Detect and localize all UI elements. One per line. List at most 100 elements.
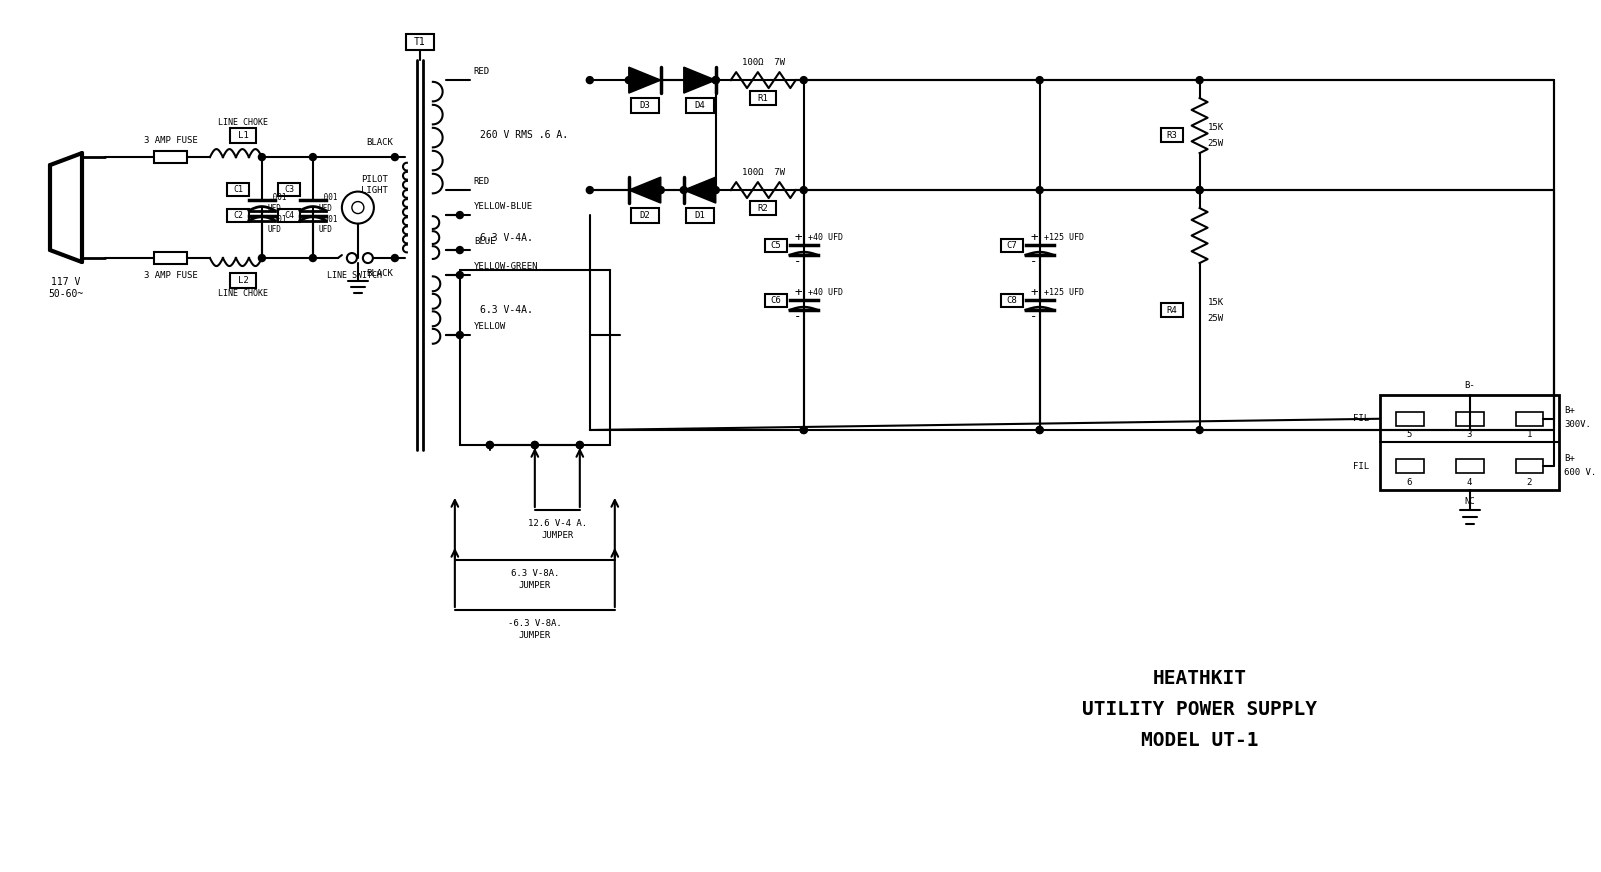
Text: -6.3 V-8A.: -6.3 V-8A.	[508, 619, 562, 629]
Text: +125 UFD: +125 UFD	[1044, 288, 1084, 296]
Text: BLUE: BLUE	[474, 236, 495, 246]
Text: +: +	[794, 285, 802, 298]
Bar	[1161, 303, 1183, 317]
Text: C2: C2	[232, 211, 243, 220]
Bar	[1396, 412, 1423, 426]
Bar	[279, 183, 299, 196]
Bar	[227, 209, 248, 222]
Text: T1: T1	[415, 37, 426, 47]
Circle shape	[576, 441, 583, 448]
Circle shape	[456, 212, 463, 219]
Bar	[1396, 460, 1423, 473]
Circle shape	[456, 331, 463, 338]
Text: 4: 4	[1467, 478, 1473, 487]
Bar	[685, 98, 714, 112]
Text: -: -	[794, 255, 802, 268]
Text: UFD: UFD	[319, 204, 333, 213]
Circle shape	[532, 441, 538, 448]
Circle shape	[800, 426, 807, 433]
Circle shape	[680, 187, 687, 194]
Text: UFD: UFD	[267, 225, 282, 234]
Text: 6.3 V-4A.: 6.3 V-4A.	[480, 305, 533, 315]
Bar	[1001, 239, 1023, 251]
Text: RED: RED	[474, 177, 490, 186]
Circle shape	[800, 426, 807, 433]
Circle shape	[391, 255, 399, 262]
Text: -: -	[794, 310, 802, 323]
Bar	[1001, 294, 1023, 307]
Circle shape	[576, 441, 583, 448]
Text: C7: C7	[1007, 241, 1017, 249]
Text: -: -	[1029, 255, 1037, 268]
Circle shape	[712, 77, 719, 84]
Text: B-: B-	[1465, 380, 1475, 390]
Text: D2: D2	[639, 210, 650, 220]
Text: C5: C5	[770, 241, 781, 249]
Text: YELLOW: YELLOW	[474, 322, 506, 330]
Text: .001: .001	[267, 215, 287, 224]
Bar	[751, 201, 776, 215]
Circle shape	[626, 77, 632, 84]
Circle shape	[712, 77, 719, 84]
Text: UFD: UFD	[267, 204, 282, 213]
Text: JUMPER: JUMPER	[519, 582, 551, 590]
Bar	[227, 183, 248, 196]
Text: D4: D4	[695, 100, 704, 110]
Text: +: +	[794, 230, 802, 243]
Text: +40 UFD: +40 UFD	[809, 288, 842, 296]
Text: UFD: UFD	[319, 225, 333, 234]
Text: 3 AMP FUSE: 3 AMP FUSE	[144, 136, 199, 145]
Text: 5: 5	[1407, 430, 1412, 439]
Bar	[631, 208, 658, 222]
Text: 1: 1	[1527, 430, 1532, 439]
Text: 2: 2	[1527, 478, 1532, 487]
Text: 50-60~: 50-60~	[48, 289, 83, 299]
Text: LINE SWITCH: LINE SWITCH	[327, 270, 383, 280]
Bar	[1455, 412, 1484, 426]
Text: L1: L1	[237, 131, 248, 140]
Text: B+: B+	[1564, 406, 1575, 415]
Text: D3: D3	[639, 100, 650, 110]
Text: JUMPER: JUMPER	[541, 531, 573, 541]
Bar	[1516, 460, 1543, 473]
Text: 6: 6	[1407, 478, 1412, 487]
Text: FIL: FIL	[1353, 462, 1369, 471]
Text: YELLOW-BLUE: YELLOW-BLUE	[474, 201, 533, 210]
Bar	[1161, 128, 1183, 142]
Circle shape	[658, 187, 664, 194]
Polygon shape	[684, 67, 716, 93]
Circle shape	[1196, 187, 1202, 194]
Text: FIL: FIL	[1353, 414, 1369, 423]
Text: 25W: 25W	[1207, 139, 1223, 147]
Text: 3 AMP FUSE: 3 AMP FUSE	[144, 270, 199, 280]
Bar	[685, 208, 714, 222]
Circle shape	[1036, 426, 1044, 433]
Circle shape	[800, 187, 807, 194]
Text: 117 V: 117 V	[51, 277, 80, 287]
Text: R1: R1	[757, 93, 768, 103]
Text: D1: D1	[695, 210, 704, 220]
Circle shape	[309, 255, 317, 262]
Text: .001: .001	[267, 193, 287, 202]
Bar	[631, 98, 658, 112]
Text: LIGHT: LIGHT	[360, 186, 387, 195]
Circle shape	[258, 153, 266, 160]
Circle shape	[1196, 187, 1202, 194]
Text: 25W: 25W	[1207, 314, 1223, 323]
Polygon shape	[629, 177, 661, 203]
Circle shape	[391, 153, 399, 160]
Text: 260 V RMS .6 A.: 260 V RMS .6 A.	[480, 130, 568, 140]
Text: JUMPER: JUMPER	[519, 631, 551, 640]
Bar	[765, 294, 786, 307]
Circle shape	[800, 77, 807, 84]
Text: B+: B+	[1564, 453, 1575, 463]
Text: +: +	[1029, 285, 1037, 298]
Text: C4: C4	[283, 211, 295, 220]
Text: BLACK: BLACK	[367, 138, 392, 146]
Text: R4: R4	[1166, 305, 1177, 315]
Text: 300V.: 300V.	[1564, 420, 1591, 429]
Text: .001: .001	[319, 193, 338, 202]
Text: 3: 3	[1467, 430, 1473, 439]
Text: 600 V.: 600 V.	[1564, 467, 1596, 477]
Text: +125 UFD: +125 UFD	[1044, 233, 1084, 242]
